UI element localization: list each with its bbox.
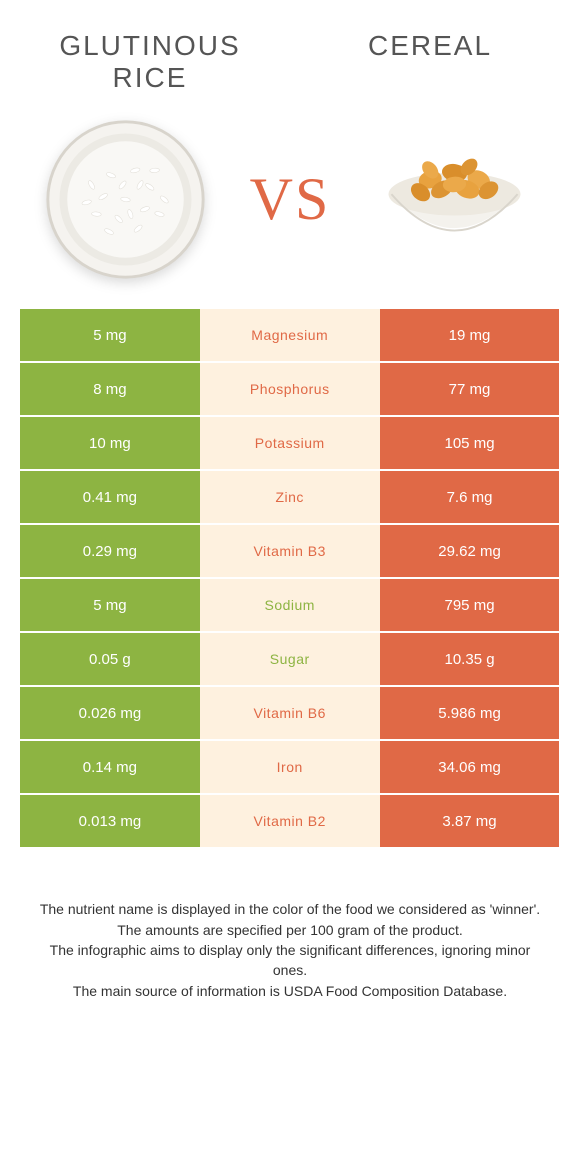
images-row: VS bbox=[0, 104, 580, 309]
footer-line: The main source of information is USDA F… bbox=[35, 981, 545, 1001]
header: GLUTINOUS RICE CEREAL bbox=[0, 0, 580, 104]
value-left: 0.026 mg bbox=[20, 687, 200, 739]
value-left: 0.14 mg bbox=[20, 741, 200, 793]
value-left: 0.013 mg bbox=[20, 795, 200, 847]
value-left: 5 mg bbox=[20, 309, 200, 361]
vs-label: VS bbox=[250, 165, 331, 234]
value-left: 0.29 mg bbox=[20, 525, 200, 577]
title-right: CEREAL bbox=[330, 30, 530, 62]
value-right: 5.986 mg bbox=[380, 687, 560, 739]
value-left: 0.41 mg bbox=[20, 471, 200, 523]
table-row: 0.05 gSugar10.35 g bbox=[20, 633, 560, 687]
value-left: 0.05 g bbox=[20, 633, 200, 685]
nutrient-name: Zinc bbox=[200, 471, 380, 523]
table-row: 0.14 mgIron34.06 mg bbox=[20, 741, 560, 795]
nutrient-name: Phosphorus bbox=[200, 363, 380, 415]
nutrient-name: Magnesium bbox=[200, 309, 380, 361]
table-row: 8 mgPhosphorus77 mg bbox=[20, 363, 560, 417]
cereal-bowl-icon bbox=[370, 114, 540, 284]
rice-bowl-icon bbox=[40, 114, 210, 284]
comparison-table: 5 mgMagnesium19 mg8 mgPhosphorus77 mg10 … bbox=[20, 309, 560, 849]
footer-line: The infographic aims to display only the… bbox=[35, 940, 545, 981]
nutrient-name: Iron bbox=[200, 741, 380, 793]
value-right: 19 mg bbox=[380, 309, 560, 361]
value-right: 77 mg bbox=[380, 363, 560, 415]
value-left: 10 mg bbox=[20, 417, 200, 469]
value-right: 105 mg bbox=[380, 417, 560, 469]
value-right: 795 mg bbox=[380, 579, 560, 631]
title-left: GLUTINOUS RICE bbox=[50, 30, 250, 94]
table-row: 0.013 mgVitamin B23.87 mg bbox=[20, 795, 560, 849]
table-row: 0.41 mgZinc7.6 mg bbox=[20, 471, 560, 525]
nutrient-name: Sodium bbox=[200, 579, 380, 631]
value-left: 5 mg bbox=[20, 579, 200, 631]
table-row: 10 mgPotassium105 mg bbox=[20, 417, 560, 471]
value-right: 7.6 mg bbox=[380, 471, 560, 523]
nutrient-name: Vitamin B2 bbox=[200, 795, 380, 847]
nutrient-name: Vitamin B3 bbox=[200, 525, 380, 577]
table-row: 0.026 mgVitamin B65.986 mg bbox=[20, 687, 560, 741]
footer-line: The nutrient name is displayed in the co… bbox=[35, 899, 545, 919]
table-row: 0.29 mgVitamin B329.62 mg bbox=[20, 525, 560, 579]
footer-line: The amounts are specified per 100 gram o… bbox=[35, 920, 545, 940]
table-row: 5 mgMagnesium19 mg bbox=[20, 309, 560, 363]
value-left: 8 mg bbox=[20, 363, 200, 415]
value-right: 34.06 mg bbox=[380, 741, 560, 793]
value-right: 3.87 mg bbox=[380, 795, 560, 847]
value-right: 10.35 g bbox=[380, 633, 560, 685]
nutrient-name: Vitamin B6 bbox=[200, 687, 380, 739]
table-row: 5 mgSodium795 mg bbox=[20, 579, 560, 633]
nutrient-name: Sugar bbox=[200, 633, 380, 685]
footer-notes: The nutrient name is displayed in the co… bbox=[0, 899, 580, 1000]
value-right: 29.62 mg bbox=[380, 525, 560, 577]
nutrient-name: Potassium bbox=[200, 417, 380, 469]
